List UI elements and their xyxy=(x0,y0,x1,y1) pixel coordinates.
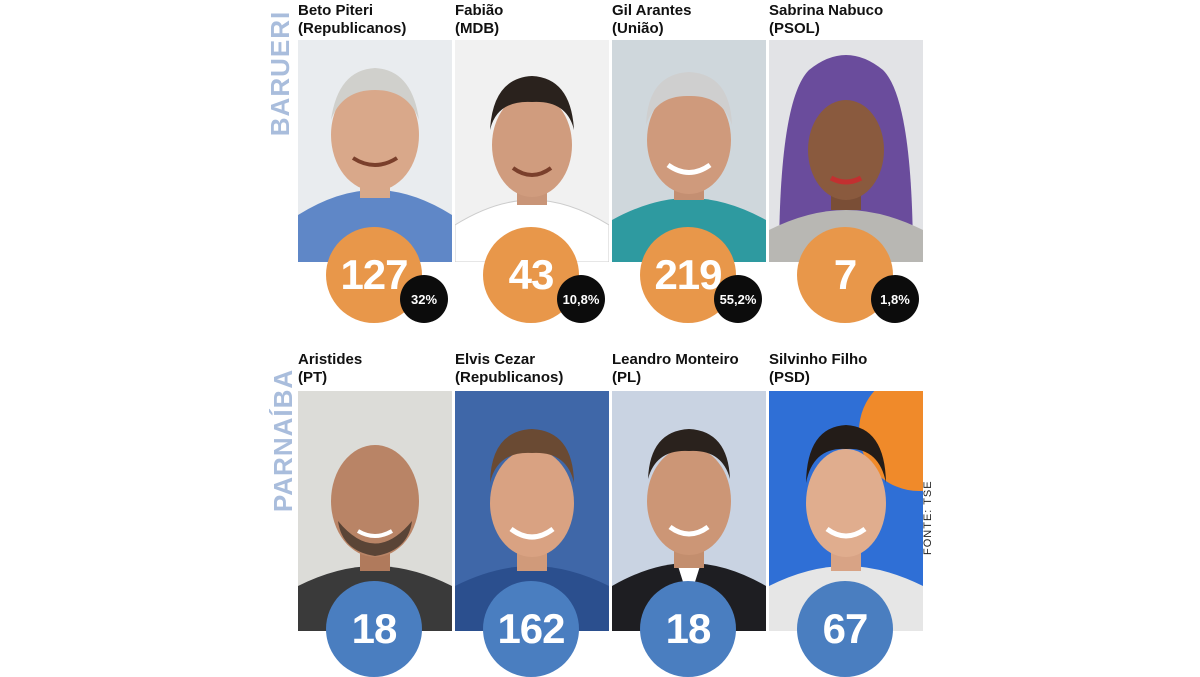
vote-count-circle: 127 xyxy=(326,227,422,323)
candidate-name: Aristides (PT) xyxy=(298,351,363,386)
section-label-parnaiba: PARNAÍBA xyxy=(268,368,299,513)
vote-percent-badge: 32% xyxy=(400,275,448,323)
section-label-barueri: BARUERI xyxy=(265,10,296,137)
vote-percent-badge: 1,8% xyxy=(871,275,919,323)
candidate-name: Elvis Cezar (Republicanos) xyxy=(455,351,564,386)
candidate-name: Fabião (MDB) xyxy=(455,2,504,37)
candidate-name: Gil Arantes (União) xyxy=(612,2,692,37)
vote-percent-badge: 55,2% xyxy=(714,275,762,323)
candidate-name: Beto Piteri (Republicanos) xyxy=(298,2,407,37)
candidate-photo xyxy=(298,40,452,262)
candidate-name: Silvinho Filho (PSD) xyxy=(769,351,868,386)
source-credit: FONTE: TSE xyxy=(922,480,934,555)
candidate-name: Sabrina Nabuco (PSOL) xyxy=(769,2,884,37)
vote-count-circle: 67 xyxy=(797,581,893,677)
candidate-name: Leandro Monteiro (PL) xyxy=(612,351,739,386)
vote-count-circle: 18 xyxy=(640,581,736,677)
vote-count-circle: 162 xyxy=(483,581,579,677)
vote-count-circle: 18 xyxy=(326,581,422,677)
vote-percent-badge: 10,8% xyxy=(557,275,605,323)
